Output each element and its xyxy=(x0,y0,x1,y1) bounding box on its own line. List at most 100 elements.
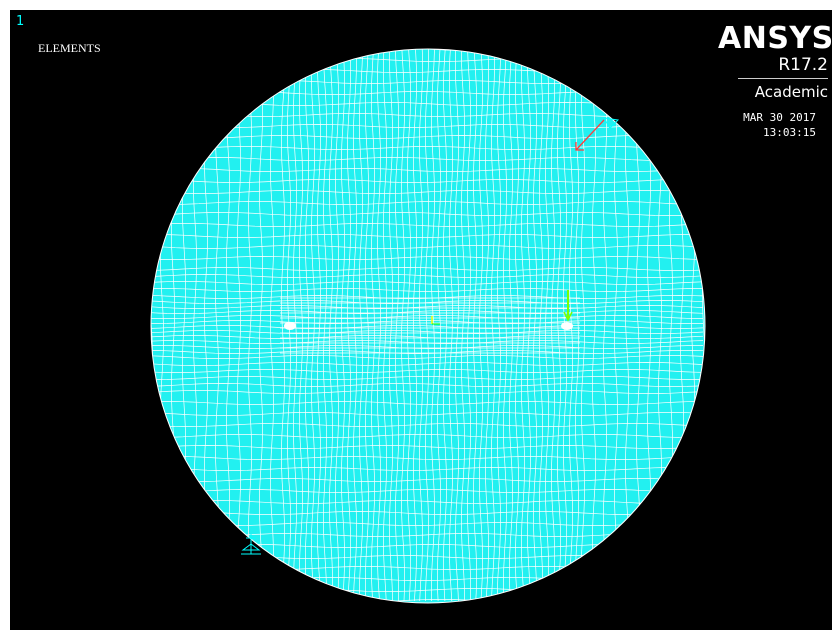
right-hole xyxy=(561,322,573,330)
force-arrow-icon xyxy=(563,290,573,322)
mesh-row-line xyxy=(151,320,704,324)
mesh-column-line xyxy=(259,49,263,602)
mesh-column-line xyxy=(371,49,375,602)
mesh-column-line xyxy=(521,49,525,602)
mesh-row-line xyxy=(151,310,704,314)
mesh-plot[interactable] xyxy=(10,10,832,630)
mesh-column-line xyxy=(226,49,230,602)
mesh-column-line xyxy=(461,49,465,602)
mesh-row-line xyxy=(151,288,703,292)
mesh-column-line xyxy=(395,49,399,602)
mesh-row-line xyxy=(151,201,704,205)
brand-version: R17.2 xyxy=(778,55,828,75)
mesh-row-line xyxy=(151,274,704,278)
mesh-column-line xyxy=(443,49,447,602)
mesh-column-line xyxy=(237,49,241,602)
mesh-column-line xyxy=(497,49,501,601)
mesh-row-line xyxy=(151,467,704,471)
mesh-column-line xyxy=(592,49,596,602)
mesh-row-line xyxy=(151,305,704,309)
mesh-column-line xyxy=(281,49,285,602)
mesh-column-line xyxy=(413,49,417,602)
mesh-row-line xyxy=(151,478,704,482)
mesh-column-line xyxy=(503,49,507,602)
element-mesh-lines xyxy=(151,49,705,603)
mesh-row-line xyxy=(151,362,704,366)
mesh-column-line xyxy=(305,49,309,602)
mesh-row-line xyxy=(151,212,704,216)
mesh-row-line xyxy=(151,456,704,460)
mesh-row-line xyxy=(151,179,704,183)
mesh-column-line xyxy=(575,49,579,602)
mesh-column-line xyxy=(479,49,483,602)
mesh-column-line xyxy=(248,49,252,602)
mesh-column-line xyxy=(377,49,381,602)
mesh-row-line xyxy=(151,445,704,449)
plot-type-label: ELEMENTS xyxy=(38,41,101,55)
mesh-column-line xyxy=(449,49,453,602)
mesh-column-line xyxy=(625,49,629,602)
mesh-column-line xyxy=(545,49,549,602)
mesh-column-line xyxy=(557,49,561,602)
mesh-column-line xyxy=(359,49,363,602)
mesh-column-line xyxy=(335,49,339,602)
hole-markers xyxy=(284,322,573,330)
mesh-column-line xyxy=(527,49,531,602)
mesh-column-line xyxy=(614,49,618,602)
mesh-row-line xyxy=(151,423,704,427)
mesh-column-line xyxy=(365,49,369,602)
mesh-row-line xyxy=(151,256,704,260)
mesh-row-line xyxy=(151,434,704,438)
displacement-constraint-icon xyxy=(241,534,261,555)
mesh-column-line xyxy=(270,49,274,602)
mesh-column-line xyxy=(509,49,513,602)
mesh-row-line xyxy=(151,383,704,387)
window-number: 1 xyxy=(16,14,25,29)
mesh-column-line xyxy=(431,49,435,602)
mesh-row-line xyxy=(151,223,704,227)
mesh-row-line xyxy=(151,267,704,271)
mesh-column-line xyxy=(467,49,471,602)
mesh-column-line xyxy=(425,49,429,602)
mesh-column-line xyxy=(341,49,345,602)
mesh-row-line xyxy=(151,390,704,394)
mesh-row-line xyxy=(151,157,704,161)
mesh-column-line xyxy=(311,49,315,602)
ansys-logo: ANSYS R17.2 Academic xyxy=(718,21,832,102)
mesh-row-line xyxy=(151,369,704,373)
mesh-row-line xyxy=(151,135,704,139)
mesh-row-line xyxy=(151,281,704,285)
mesh-row-line xyxy=(151,190,704,194)
mesh-column-line xyxy=(581,49,585,602)
mesh-column-line xyxy=(551,49,555,602)
brand-edition: Academic xyxy=(754,83,828,101)
mesh-column-line xyxy=(533,49,537,601)
mesh-column-line xyxy=(401,49,405,602)
mesh-column-line xyxy=(407,49,411,602)
mesh-column-line xyxy=(491,49,495,602)
mesh-column-line xyxy=(473,49,477,602)
plot-time: 13:03:15 xyxy=(763,126,816,139)
brand-name: ANSYS xyxy=(718,21,832,56)
mesh-column-line xyxy=(455,49,459,602)
mesh-column-line xyxy=(437,49,441,602)
mesh-column-line xyxy=(389,49,393,602)
mesh-column-line xyxy=(299,49,303,602)
view-arrow-icon xyxy=(575,117,620,151)
mesh-column-line xyxy=(353,49,357,602)
mesh-row-line xyxy=(151,146,703,150)
mesh-row-line xyxy=(151,315,704,319)
mesh-column-line xyxy=(603,49,607,601)
mesh-column-line xyxy=(323,49,327,601)
mesh-row-line xyxy=(151,412,704,416)
mesh-column-line xyxy=(515,49,519,602)
coordinate-triad-icon xyxy=(431,316,440,325)
brand-divider xyxy=(738,78,828,79)
mesh-row-line xyxy=(151,355,704,359)
graphics-viewport[interactable]: 1 ELEMENTS ANSYS R17.2 Academic MAR 30 2… xyxy=(10,10,832,630)
mesh-column-line xyxy=(317,49,321,602)
mesh-row-line xyxy=(151,376,704,380)
left-hole xyxy=(284,322,296,330)
mesh-column-line xyxy=(383,49,387,602)
mesh-column-line xyxy=(485,49,489,602)
